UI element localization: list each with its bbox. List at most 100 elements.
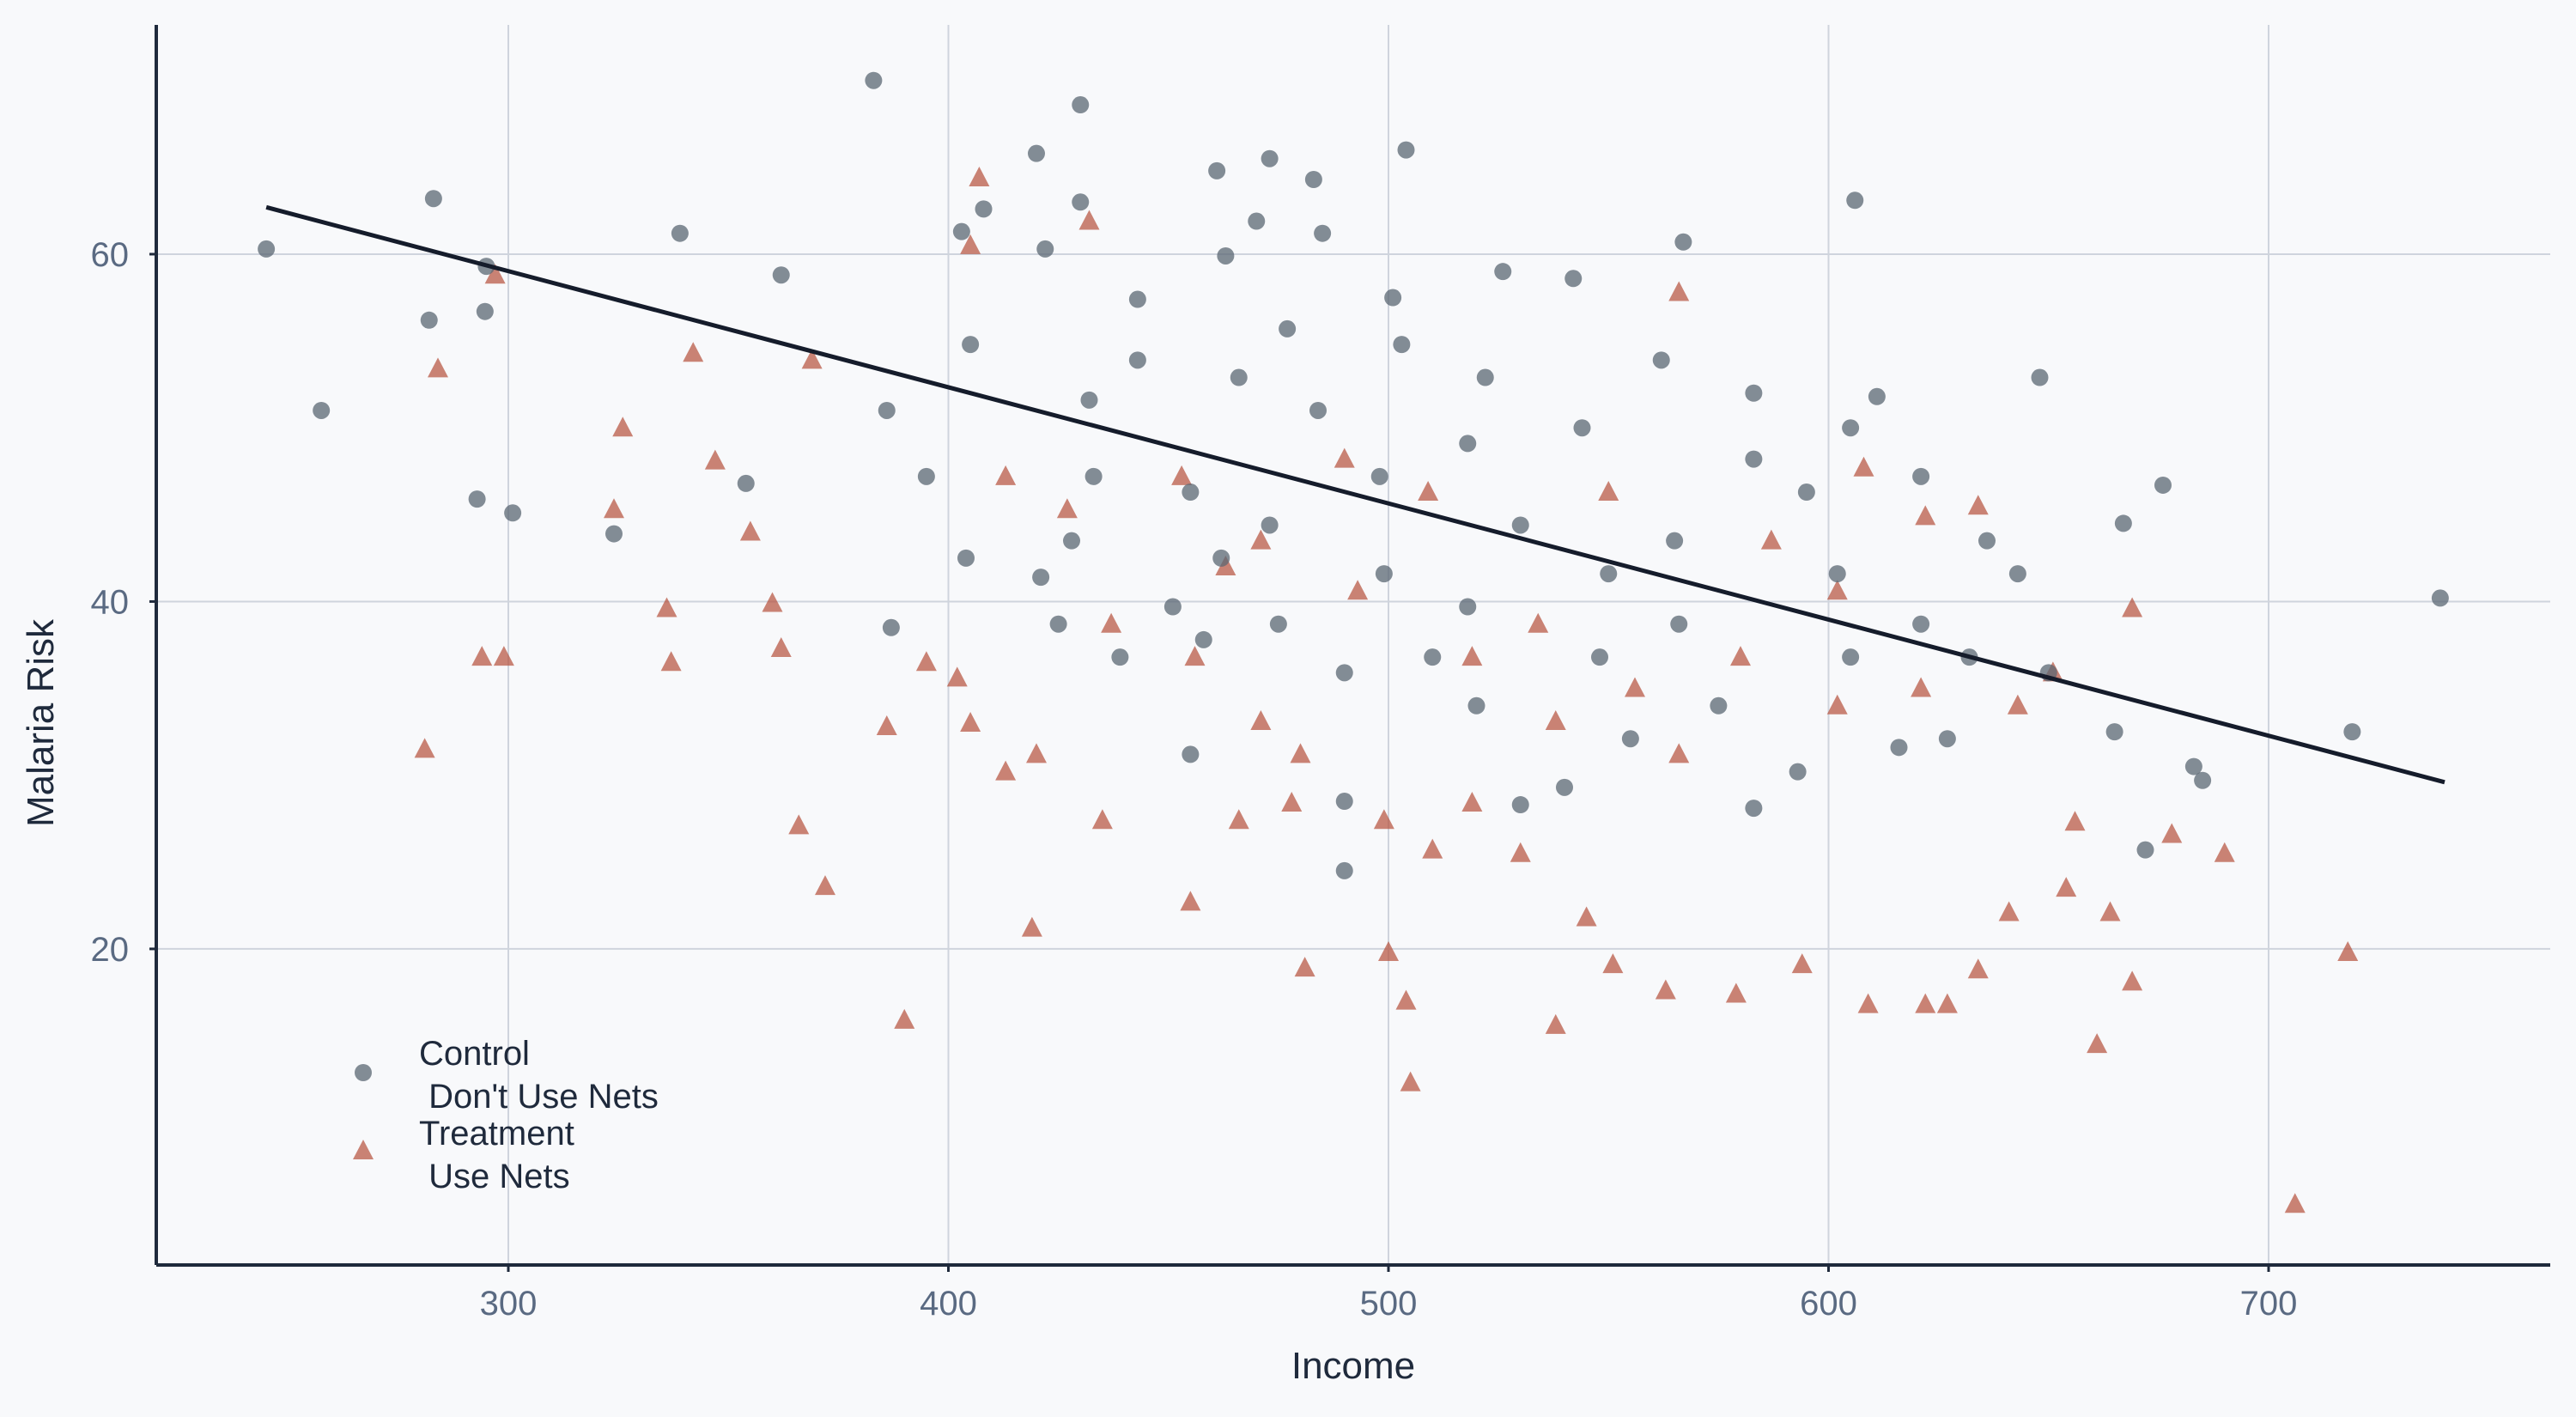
y-tick-label: 60: [91, 236, 130, 274]
treatment-point: [1171, 465, 1193, 485]
control-point: [2008, 565, 2026, 583]
control-point: [2154, 476, 2172, 494]
control-point: [952, 222, 970, 240]
control-point: [1476, 368, 1494, 386]
control-point: [1591, 648, 1608, 666]
control-point: [476, 302, 494, 320]
control-point: [1261, 149, 1279, 167]
treatment-point: [960, 712, 981, 733]
treatment-point: [995, 760, 1017, 781]
treatment-point: [1911, 677, 1932, 697]
treatment-point: [2056, 877, 2077, 897]
control-point: [1063, 532, 1080, 550]
control-point: [878, 401, 896, 419]
treatment-point: [788, 814, 810, 835]
treatment-point: [1078, 210, 1100, 230]
treatment-point: [1853, 456, 1874, 477]
control-point: [1304, 170, 1322, 188]
treatment-point: [1826, 580, 1848, 600]
control-point: [1217, 246, 1235, 265]
treatment-point: [1373, 809, 1394, 830]
treatment-point: [660, 651, 682, 672]
control-point: [1084, 467, 1103, 485]
control-point: [1212, 549, 1230, 567]
legend-treatment-label-1: Treatment: [419, 1115, 574, 1152]
treatment-point: [1021, 916, 1042, 937]
control-point: [957, 549, 975, 567]
treatment-point: [815, 875, 835, 896]
treatment-point: [739, 520, 761, 541]
treatment-point: [1101, 612, 1122, 633]
y-axis-label: Malaria Risk: [20, 618, 62, 827]
control-point: [737, 474, 755, 492]
treatment-point: [2087, 1033, 2108, 1054]
control-point: [605, 525, 623, 543]
control-point: [962, 336, 980, 354]
control-point: [1459, 598, 1477, 616]
control-point: [420, 311, 438, 329]
treatment-point: [414, 738, 435, 758]
control-point: [1745, 450, 1763, 468]
treatment-point: [801, 349, 823, 369]
treatment-point: [1056, 498, 1078, 519]
treatment-point: [1294, 957, 1315, 977]
treatment-point: [1598, 481, 1619, 502]
x-tick-label: 400: [920, 1285, 977, 1323]
treatment-point: [1668, 281, 1690, 301]
treatment-point: [2122, 970, 2143, 991]
control-point: [1842, 419, 1860, 437]
treatment-point: [1281, 792, 1303, 812]
x-tick-label: 300: [480, 1285, 538, 1323]
legend-control-label-2: Don't Use Nets: [419, 1078, 659, 1116]
control-point: [2136, 841, 2154, 859]
control-point: [1393, 336, 1411, 354]
control-point: [865, 71, 883, 89]
treatment-point: [1857, 993, 1879, 1013]
control-point: [1745, 800, 1763, 818]
control-point: [1511, 516, 1529, 534]
treatment-point: [894, 1008, 915, 1029]
control-point: [1261, 516, 1279, 534]
control-point: [1072, 96, 1090, 114]
control-point: [1564, 270, 1583, 288]
treatment-point: [656, 597, 677, 617]
treatment-point: [1936, 993, 1958, 1013]
control-point: [1912, 615, 1930, 633]
treatment-point: [1545, 1013, 1566, 1034]
treatment-point: [1184, 646, 1206, 666]
treatment-point: [2284, 1193, 2306, 1213]
treatment-point: [1576, 906, 1597, 927]
treatment-point: [1915, 993, 1936, 1013]
control-point: [1556, 778, 1573, 796]
regression-line: [265, 204, 2445, 785]
control-point: [1797, 483, 1815, 502]
treatment-point: [2122, 597, 2143, 617]
control-point: [1279, 319, 1297, 338]
control-point: [1978, 532, 1996, 550]
control-point: [1036, 240, 1054, 258]
control-point: [2194, 771, 2212, 789]
control-point: [2184, 757, 2202, 775]
control-point: [1028, 144, 1045, 162]
treatment-point: [1655, 979, 1676, 1000]
control-point: [1600, 565, 1618, 583]
control-point: [772, 266, 790, 284]
legend-treatment-label-2: Use Nets: [419, 1158, 570, 1195]
treatment-point: [683, 342, 704, 362]
treatment-point: [1026, 743, 1047, 763]
control-point: [1080, 391, 1098, 409]
control-point: [1397, 141, 1415, 159]
treatment-point: [1791, 953, 1813, 974]
control-point: [1314, 224, 1332, 242]
y-tick-label: 20: [91, 931, 130, 969]
treatment-point: [493, 646, 514, 666]
treatment-point: [1967, 495, 1989, 515]
treatment-point: [2214, 842, 2235, 862]
treatment-point: [1422, 838, 1443, 859]
treatment-point: [1625, 677, 1645, 697]
control-point: [1494, 263, 1512, 281]
treatment-point: [1250, 709, 1272, 730]
treatment-point: [1915, 505, 1936, 526]
control-point: [2105, 723, 2123, 741]
